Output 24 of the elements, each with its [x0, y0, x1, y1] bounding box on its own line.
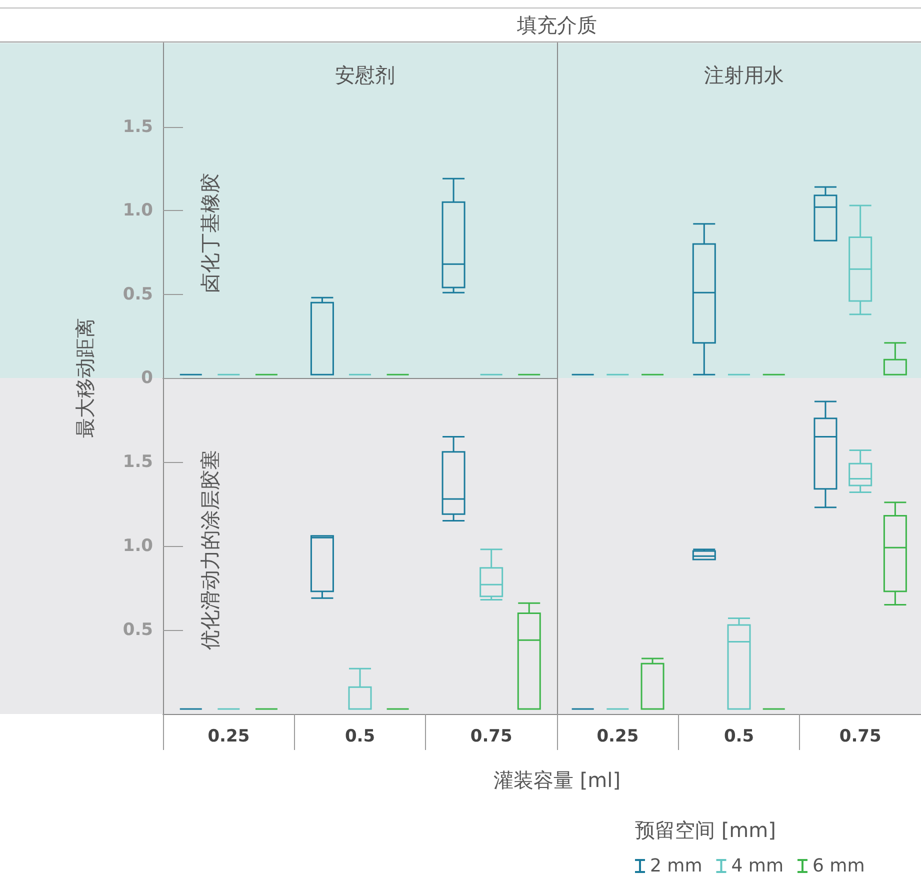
x-tick-label: 0.25: [596, 726, 639, 746]
x-tick-label: 0.25: [208, 726, 250, 746]
y-tick-label: 0.5: [122, 620, 153, 640]
text: 优化滑动力的涂层胶塞: [198, 450, 222, 650]
x-tick-label: 0.5: [344, 726, 376, 746]
y-tick-label: 0: [141, 368, 154, 388]
legend-title: 预留空间 [mm]: [635, 818, 776, 842]
legend-label: 4 mm: [731, 856, 784, 876]
text: 安慰剂: [335, 63, 395, 87]
y-tick-label: 0.5: [122, 284, 153, 304]
x-axis-title: 灌装容量 [ml]: [493, 768, 621, 792]
y-axis-title: 最大移动距离: [73, 318, 97, 438]
y-tick-label: 1.5: [122, 116, 153, 137]
text: 填充介质: [516, 13, 597, 37]
x-tick-label: 0.75: [839, 726, 882, 746]
y-tick-label: 1.0: [122, 200, 154, 220]
y-tick-label: 1.5: [122, 452, 153, 472]
text: 卤化丁基橡胶: [198, 173, 222, 293]
legend-label: 2 mm: [650, 856, 702, 876]
legend-label: 6 mm: [812, 856, 865, 876]
x-tick-label: 0.75: [470, 726, 512, 746]
x-tick-label: 0.5: [724, 726, 754, 746]
text: 注射用水: [704, 63, 784, 87]
y-tick-label: 1.0: [122, 536, 154, 556]
